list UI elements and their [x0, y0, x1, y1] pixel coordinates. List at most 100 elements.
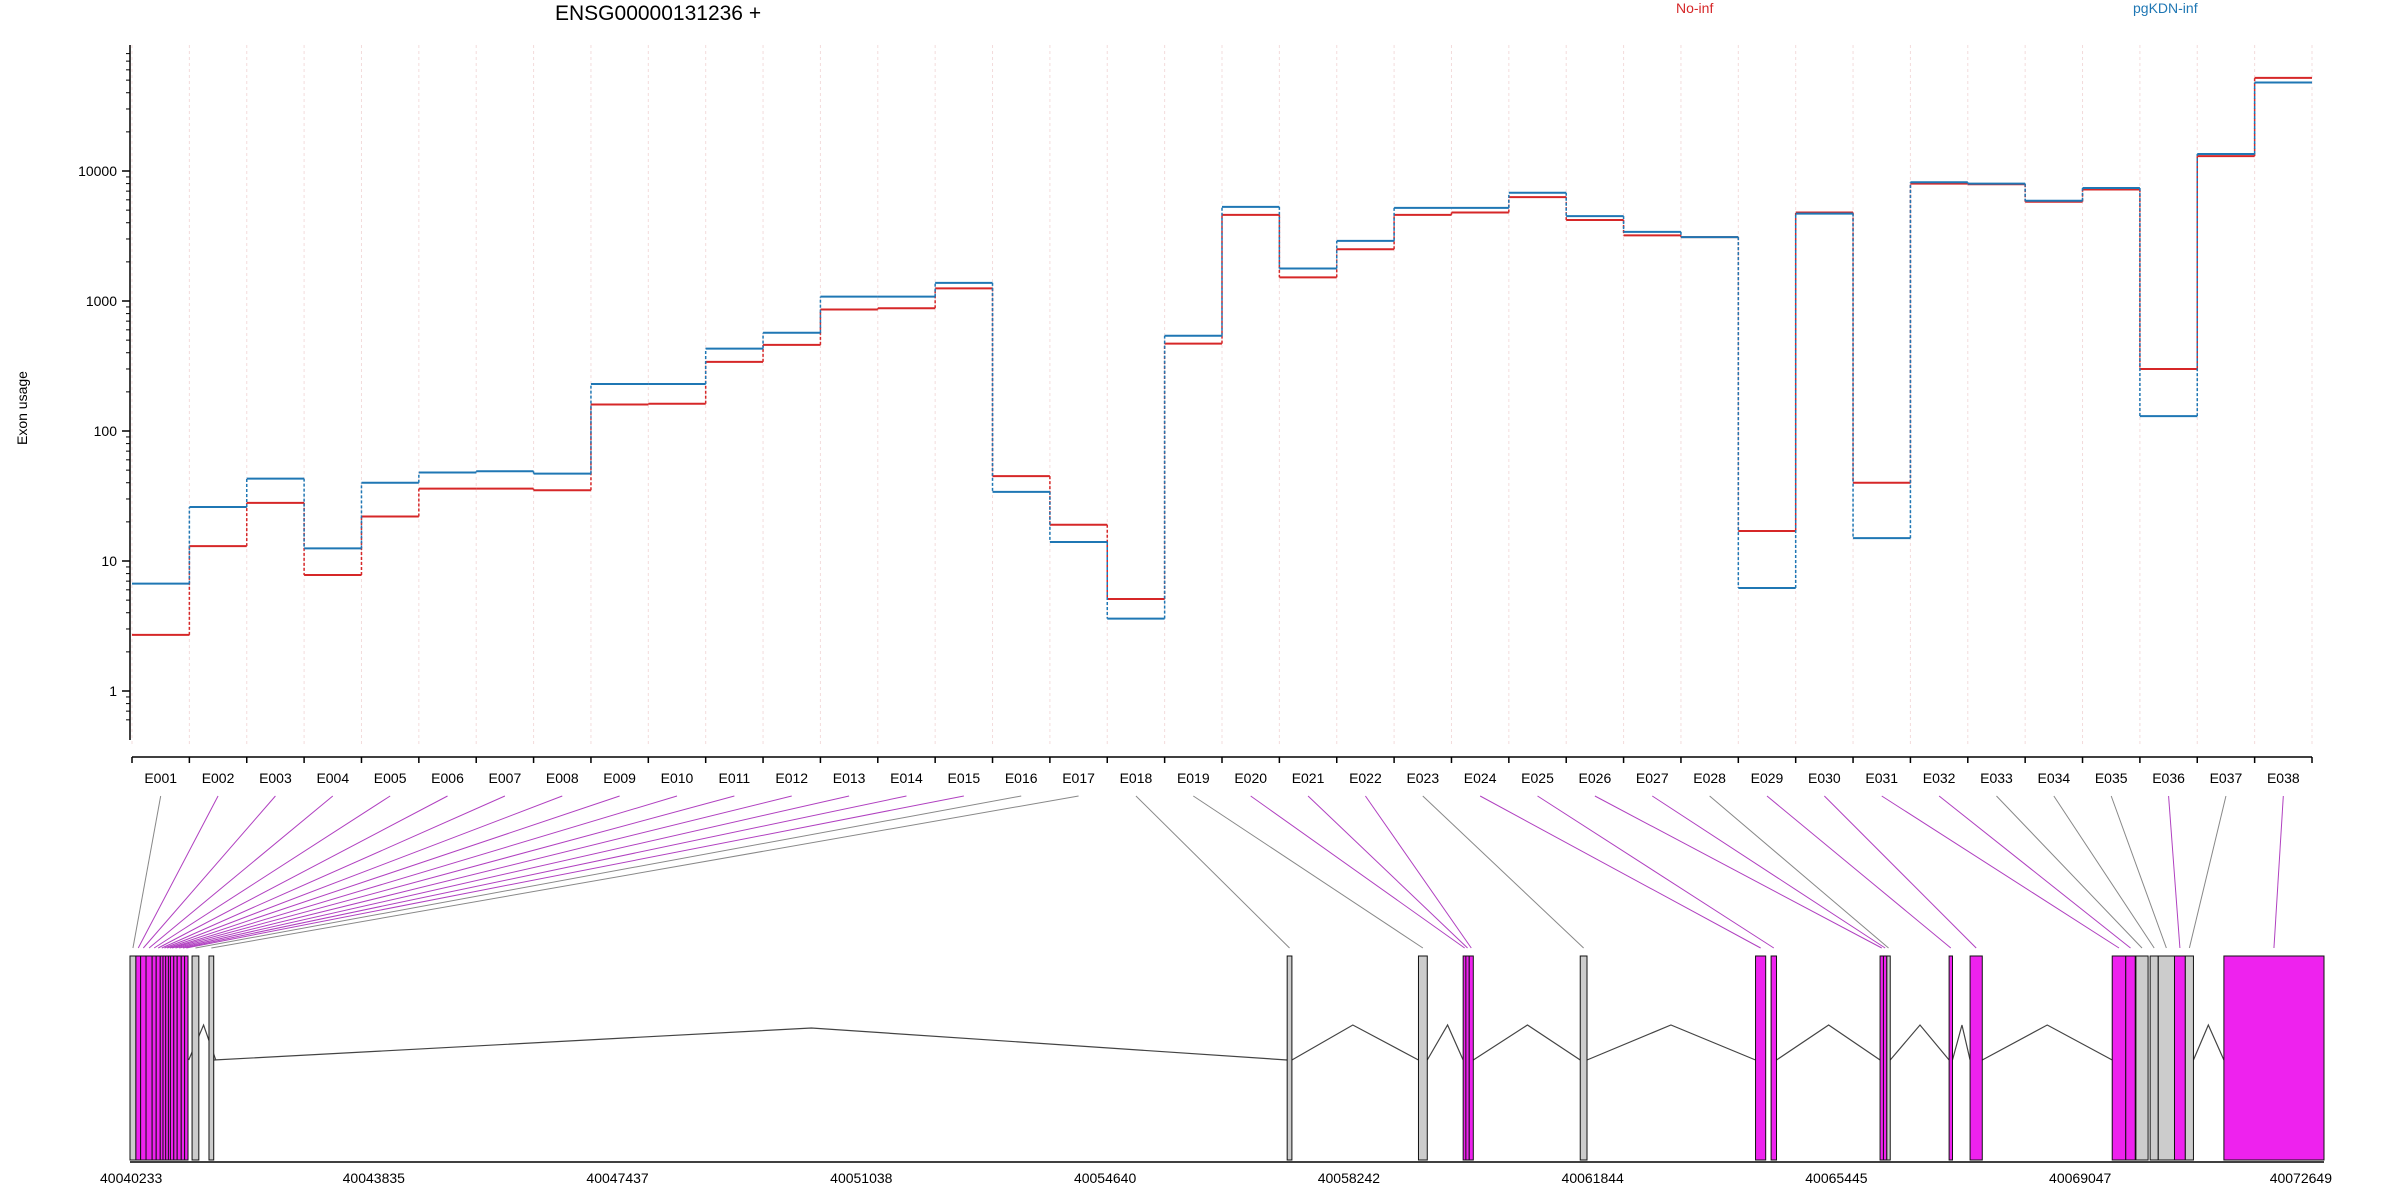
- grid-lines: [131, 45, 2313, 745]
- connector-line: [171, 795, 735, 949]
- x-tick-label: E016: [1005, 770, 1038, 786]
- connector-line: [132, 795, 162, 949]
- series-pgkdn-inf: [132, 81, 2312, 620]
- genomic-tick-label: 40047437: [586, 1170, 649, 1186]
- genomic-axis: 40040233 40043835 40047437 40051038 40054640…: [100, 1161, 2333, 1186]
- genomic-tick-label: 40072649: [2270, 1170, 2333, 1186]
- x-tick-label: E030: [1808, 770, 1841, 786]
- genomic-tick-label: 40043835: [343, 1170, 406, 1186]
- connector-line: [157, 795, 448, 949]
- exon-box: [2157, 955, 2175, 1161]
- intron-line: [213, 1027, 1288, 1061]
- connector-line: [167, 795, 620, 949]
- connector-line: [1651, 795, 1886, 949]
- intron-line: [1776, 1024, 1881, 1061]
- x-tick-label: E031: [1865, 770, 1898, 786]
- connector-line: [142, 795, 276, 949]
- exon-box: [1465, 955, 1470, 1161]
- x-tick-label: E001: [144, 770, 177, 786]
- x-tick-label: E015: [947, 770, 980, 786]
- exon-box: [1969, 955, 1983, 1161]
- connector-line: [1594, 795, 1882, 949]
- intron-line: [1426, 1023, 1464, 1061]
- intron-line: [1472, 1024, 1581, 1061]
- x-tick-label: E010: [661, 770, 694, 786]
- connector-line: [1824, 795, 1977, 949]
- x-tick-label: E023: [1406, 770, 1439, 786]
- connector-line: [186, 795, 964, 949]
- exon-box: [1286, 955, 1293, 1161]
- exon-box: [145, 955, 153, 1161]
- connector-line: [1307, 795, 1468, 949]
- genomic-tick-label: 40061844: [1562, 1170, 1625, 1186]
- x-tick-label: E018: [1120, 770, 1153, 786]
- x-tick-label: E035: [2095, 770, 2128, 786]
- exon-box: [1755, 955, 1767, 1161]
- exon-box: [180, 955, 186, 1161]
- exon-box: [1948, 955, 1953, 1161]
- x-tick-label: E005: [374, 770, 407, 786]
- connector-line: [1135, 795, 1290, 949]
- genomic-tick-label: 40058242: [1318, 1170, 1381, 1186]
- connector-line: [2110, 795, 2167, 949]
- connector-line: [1250, 795, 1465, 949]
- y-tick-label: 1000: [86, 293, 117, 309]
- y-tick-label: 10: [101, 553, 117, 569]
- connector-line: [2168, 795, 2181, 949]
- gene-model: [129, 955, 2325, 1161]
- x-tick-label: E029: [1751, 770, 1784, 786]
- chart-title: ENSG00000131236 +: [555, 2, 762, 25]
- exon-box: [1879, 955, 1884, 1161]
- exon-box: [176, 955, 182, 1161]
- x-tick-label: E012: [775, 770, 808, 786]
- x-tick-label: E008: [546, 770, 579, 786]
- connector-line: [161, 795, 506, 949]
- connector-line: [1938, 795, 2131, 949]
- exon-box: [1886, 955, 1891, 1161]
- connector-line: [1996, 795, 2143, 949]
- x-tick-label: E021: [1292, 770, 1325, 786]
- y-tick-label: 100: [94, 423, 118, 439]
- exon-box: [155, 955, 161, 1161]
- x-tick-label: E028: [1693, 770, 1726, 786]
- connector-line: [2188, 795, 2227, 949]
- exon-box: [129, 955, 137, 1161]
- exon-box: [2223, 955, 2325, 1161]
- x-tick-label: E013: [833, 770, 866, 786]
- connector-line: [1365, 795, 1472, 949]
- exon-box: [2149, 955, 2159, 1161]
- x-tick-label: E007: [489, 770, 522, 786]
- x-tick-label: E006: [431, 770, 464, 786]
- connector-line: [153, 795, 391, 949]
- x-tick-label: E020: [1234, 770, 1267, 786]
- connector-line: [2053, 795, 2155, 949]
- exon-box: [184, 955, 189, 1161]
- legend-entry-no-inf: No-inf: [1676, 0, 1714, 16]
- intron-line: [1586, 1024, 1756, 1061]
- x-tick-label: E032: [1923, 770, 1956, 786]
- connector-line: [148, 795, 334, 949]
- x-tick-label: E038: [2267, 770, 2300, 786]
- exon-box: [135, 955, 142, 1161]
- exon-box: [2184, 955, 2194, 1161]
- exon-box: [1770, 955, 1778, 1161]
- exon-box: [173, 955, 178, 1161]
- connector-line: [169, 795, 678, 949]
- connector-line: [211, 795, 1079, 949]
- legend-entry-pgkdn-inf: pgKDN-inf: [2133, 0, 2198, 16]
- intron-line: [2192, 1023, 2225, 1061]
- connector-line: [1422, 795, 1584, 949]
- x-tick-label: E036: [2152, 770, 2185, 786]
- x-tick-label: E003: [259, 770, 292, 786]
- exon-connector-lines: [132, 795, 2284, 949]
- exon-box: [191, 955, 200, 1161]
- y-axis: 1 10 100 1000 10000: [78, 45, 131, 740]
- x-axis: E001 E002 E003 E004 E005 E006 E007 E008 E009 E010…: [131, 756, 2313, 786]
- intron-line: [1981, 1024, 2113, 1061]
- x-tick-label: E019: [1177, 770, 1210, 786]
- x-tick-label: E033: [1980, 770, 2013, 786]
- x-tick-label: E025: [1521, 770, 1554, 786]
- x-tick-label: E017: [1062, 770, 1095, 786]
- y-tick-label: 1: [109, 683, 117, 699]
